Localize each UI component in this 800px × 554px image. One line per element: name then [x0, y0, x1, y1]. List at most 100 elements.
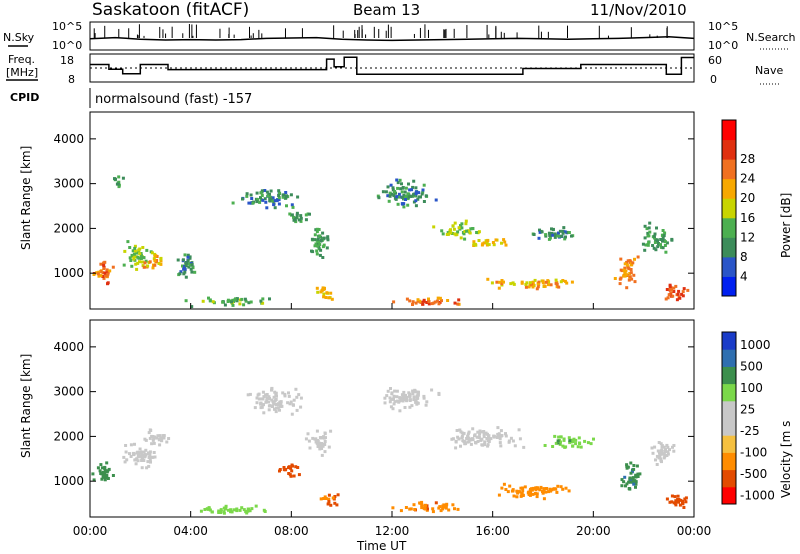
power-cell — [294, 220, 298, 224]
power-cell — [674, 284, 678, 288]
power-cell — [629, 271, 633, 275]
velocity-cell — [483, 443, 486, 447]
power-cell — [456, 302, 460, 306]
power-cell — [249, 201, 253, 205]
power-cell — [555, 282, 559, 286]
velocity-cell — [517, 428, 521, 432]
power-cell — [660, 245, 663, 249]
power-cell — [138, 252, 142, 256]
velocity-cell — [274, 406, 278, 410]
velocity-cell — [487, 437, 491, 441]
power-cell — [190, 263, 194, 266]
power-cell — [101, 271, 105, 275]
velocity-cell — [556, 439, 560, 443]
velocity-cell — [451, 437, 455, 441]
velocity-cell — [383, 401, 387, 405]
power-cell — [427, 302, 431, 306]
power-cell — [243, 297, 247, 301]
velocity-cell — [400, 396, 404, 400]
power-cell — [647, 226, 651, 230]
power-cell — [653, 241, 657, 244]
velocity-cell — [482, 435, 486, 439]
y-tick-label: 2000 — [53, 221, 84, 235]
power-cell — [190, 305, 194, 309]
power-cell — [102, 262, 105, 266]
power-cell — [184, 261, 188, 265]
power-cell — [136, 261, 140, 265]
velocity-cell — [92, 478, 96, 482]
velocity-cell — [673, 495, 677, 499]
power-cell — [319, 248, 323, 252]
power-cell — [261, 297, 265, 301]
power-cell — [275, 199, 279, 203]
velocity-cell — [627, 487, 631, 491]
power-cell — [463, 237, 467, 241]
power-cell — [648, 221, 652, 225]
velocity-cell — [158, 437, 162, 441]
velocity-cell — [153, 435, 157, 439]
velocity-cell — [586, 441, 590, 445]
velocity-cell — [148, 428, 152, 432]
power-cell — [288, 212, 292, 216]
power-cell — [313, 233, 317, 237]
power-cell — [530, 283, 534, 287]
velocity-cell — [650, 446, 654, 450]
power-cell — [184, 275, 188, 279]
velocity-cell — [261, 390, 265, 394]
velocity-cell — [210, 510, 214, 514]
power-cell — [417, 191, 421, 195]
power-cell — [641, 242, 645, 246]
power-cell — [475, 231, 479, 234]
velocity-cell — [105, 470, 109, 474]
frequency-panel: Freq. [MHz] 18 8 60 0 Nave — [6, 53, 783, 86]
x-tick-label: 00:00 — [73, 524, 108, 538]
velocity-cell — [129, 455, 133, 458]
power-colorbar-segment — [722, 178, 736, 199]
velocity-cell — [683, 497, 687, 501]
velocity-cell — [324, 497, 328, 500]
power-cell — [148, 260, 152, 264]
velocity-cell — [678, 503, 682, 507]
power-cell — [438, 296, 442, 300]
power-cell — [553, 232, 557, 236]
velocity-cell — [459, 430, 463, 434]
power-cell — [285, 204, 288, 208]
velocity-cell — [662, 445, 666, 449]
velocity-cell — [455, 429, 459, 432]
velocity-cell — [467, 436, 471, 440]
velocity-cell — [318, 447, 322, 451]
power-cell — [404, 194, 408, 198]
velocity-cell — [658, 455, 662, 458]
power-cell — [678, 296, 682, 300]
power-cell — [128, 256, 132, 260]
power-cell — [259, 299, 263, 303]
velocity-cell — [550, 488, 554, 492]
power-cell — [421, 302, 425, 306]
power-cell — [511, 281, 515, 285]
velocity-cell — [246, 393, 250, 397]
power-cell — [392, 300, 396, 304]
velocity-cell — [515, 489, 519, 493]
velocity-cell — [273, 407, 276, 411]
velocity-cell — [467, 430, 471, 434]
power-cell — [547, 237, 551, 241]
power-cell — [463, 230, 467, 233]
power-cell — [240, 297, 244, 301]
noise-left-top-tick: 10^5 — [52, 20, 82, 33]
power-cell — [376, 194, 380, 198]
power-cell — [555, 285, 559, 289]
velocity-cell — [681, 502, 685, 506]
velocity-cell — [389, 405, 393, 409]
power-cell — [403, 190, 407, 194]
velocity-cell — [299, 396, 303, 400]
velocity-cell — [327, 445, 331, 449]
velocity-cell — [577, 436, 581, 440]
velocity-cell — [287, 465, 291, 469]
velocity-colorbar-tick: -500 — [740, 467, 767, 481]
velocity-cell — [385, 394, 389, 398]
power-cell — [631, 261, 635, 265]
power-cell — [268, 297, 271, 301]
power-cell — [128, 246, 132, 249]
velocity-cell — [634, 482, 638, 486]
velocity-cell — [299, 405, 303, 409]
